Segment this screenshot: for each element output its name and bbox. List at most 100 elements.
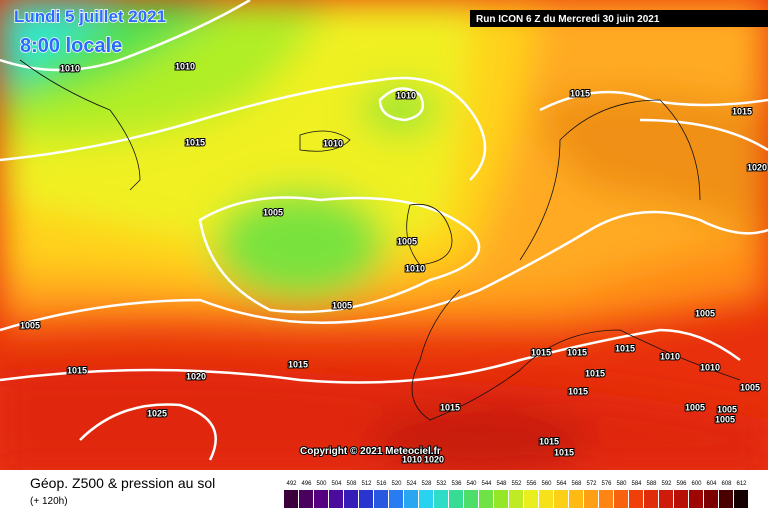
isobar-label: 1010 (660, 351, 680, 361)
scale-label: 608 (721, 481, 732, 487)
isobar-label: 1010 (405, 263, 425, 273)
isobar-label: 1005 (332, 300, 352, 310)
isobar-label: 1015 (554, 447, 574, 457)
scale-label: 576 (601, 481, 612, 487)
scale-swatch (554, 490, 568, 508)
isobar-label: 1015 (568, 386, 588, 396)
isobar-label: 1015 (570, 88, 590, 98)
scale-swatch (599, 490, 613, 508)
scale-swatch (509, 490, 523, 508)
scale-label: 564 (556, 481, 567, 487)
scale-swatch (344, 490, 358, 508)
scale-swatch (419, 490, 433, 508)
scale-swatch (314, 490, 328, 508)
isobar-label: 1005 (397, 236, 417, 246)
isobar-label: 1015 (732, 106, 752, 116)
scale-label: 572 (586, 481, 597, 487)
isobar-label: 1020 (424, 454, 444, 464)
isobar-label: 1015 (67, 365, 87, 375)
isobar-label: 1020 (186, 371, 206, 381)
scale-swatch (389, 490, 403, 508)
scale-label: 492 (286, 481, 297, 487)
isobar-labels: 1010 101010101010101510151015100510051010… (19, 60, 768, 465)
scale-swatch (404, 490, 418, 508)
scale-swatch (569, 490, 583, 508)
scale-swatch (449, 490, 463, 508)
scale-swatch (644, 490, 658, 508)
isobar-label: 1015 (615, 343, 635, 353)
isobar-label: 1005 (715, 414, 735, 424)
run-box (470, 10, 768, 27)
scale-swatch (704, 490, 718, 508)
scale-label: 528 (421, 481, 432, 487)
scale-swatch (374, 490, 388, 508)
scale-swatch (464, 490, 478, 508)
scale-label: 596 (676, 481, 687, 487)
isobar-label: 1015 (585, 368, 605, 378)
scale-label: 540 (466, 481, 477, 487)
scale-label: 496 (301, 481, 312, 487)
isobar-label: 1025 (147, 408, 167, 418)
isobar-label: 1010 (396, 90, 416, 100)
date: Lundi 5 juillet 2021 (14, 7, 166, 26)
scale-swatch (734, 490, 748, 508)
scale-label: 500 (316, 481, 327, 487)
scale-label: 532 (436, 481, 447, 487)
scale-label: 556 (526, 481, 537, 487)
isobar-label: 1015 (288, 359, 308, 369)
scale-label: 588 (646, 481, 657, 487)
isobar-label: 1005 (695, 308, 715, 318)
time: 8:00 locale (20, 35, 122, 57)
scale-swatch (494, 490, 508, 508)
scale-label: 508 (346, 481, 357, 487)
scale-label: 524 (406, 481, 417, 487)
scale-swatch (689, 490, 703, 508)
isobar-label: 1005 (263, 207, 283, 217)
isobar-label: 1005 (717, 404, 737, 414)
isobar-label: 1015 (539, 436, 559, 446)
scale-swatch (614, 490, 628, 508)
scale-swatch (539, 490, 553, 508)
legend-subtitle: (+ 120h) (30, 496, 68, 507)
copyright: Copyright © 2021 Meteociel.fr (300, 446, 441, 457)
isobar-label: 1020 (747, 162, 767, 172)
scale-swatch (299, 490, 313, 508)
isobar-label: 1010 (402, 454, 422, 464)
scale-label: 536 (451, 481, 462, 487)
scale-swatch (329, 490, 343, 508)
scale-label: 612 (736, 481, 747, 487)
scale-swatch (479, 490, 493, 508)
scale-label: 560 (541, 481, 552, 487)
scale-swatch (524, 490, 538, 508)
scale-swatch (584, 490, 598, 508)
isobar-label: 1015 (567, 347, 587, 357)
isobar-label: 1005 (685, 402, 705, 412)
isobar-label: 1015 (185, 137, 205, 147)
scale-swatch (629, 490, 643, 508)
scale-label: 580 (616, 481, 627, 487)
legend-title: Géop. Z500 & pression au sol (30, 475, 215, 491)
isobar-label: 1010 (60, 63, 80, 73)
scale-label: 552 (511, 481, 522, 487)
scale-swatch (659, 490, 673, 508)
scale-swatch (719, 490, 733, 508)
scale-label: 520 (391, 481, 402, 487)
isobar-label: 1005 (20, 320, 40, 330)
scale-label: 604 (706, 481, 717, 487)
scale-label: 512 (361, 481, 372, 487)
scale-swatch (284, 490, 298, 508)
scale-swatch (359, 490, 373, 508)
isobar-label: 1010 (175, 61, 195, 71)
scale-label: 584 (631, 481, 642, 487)
scale-label: 548 (496, 481, 507, 487)
color-scale: 492 496 500 504 508 512 516 520 524 528 532 536 540 5… (284, 481, 748, 508)
scale-label: 504 (331, 481, 342, 487)
field (0, 0, 768, 475)
isobar-label: 1015 (531, 347, 551, 357)
coastlines (19, 59, 741, 421)
run-info: Run ICON 6 Z du Mercredi 30 juin 2021 (476, 14, 660, 25)
scale-label: 600 (691, 481, 702, 487)
scale-swatch (434, 490, 448, 508)
